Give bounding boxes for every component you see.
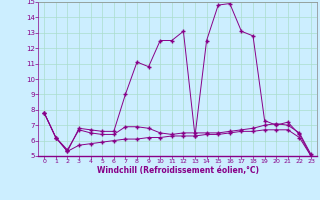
X-axis label: Windchill (Refroidissement éolien,°C): Windchill (Refroidissement éolien,°C) xyxy=(97,166,259,175)
